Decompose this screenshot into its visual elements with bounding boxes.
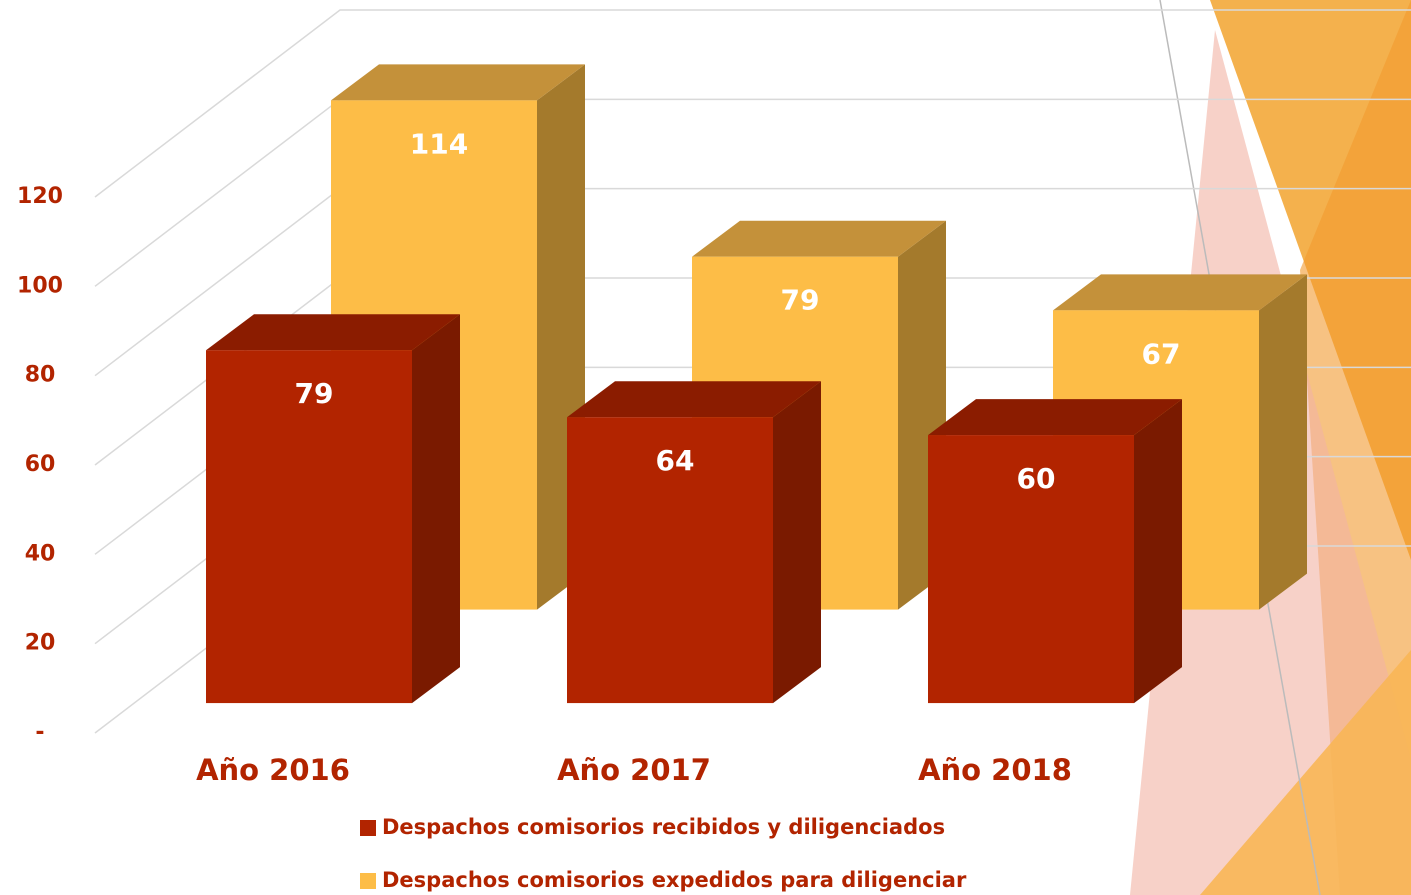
value-label: 60: [1017, 462, 1056, 495]
bar-side: [1259, 274, 1307, 610]
value-label: 79: [295, 377, 334, 410]
y-tick-label: 120: [17, 184, 63, 209]
y-tick-label: 80: [25, 363, 56, 388]
legend-label: Despachos comisorios recibidos y diligen…: [382, 815, 945, 839]
grid-line: [94, 9, 1411, 198]
legend-swatch: [360, 873, 376, 889]
x-tick-label: Año 2016: [196, 753, 350, 787]
x-tick-label: Año 2018: [918, 753, 1072, 787]
bar-side: [412, 314, 460, 704]
bar-top: [1053, 274, 1307, 311]
bar-top: [567, 381, 821, 418]
bar-top: [206, 314, 460, 351]
bar: [567, 381, 821, 704]
bar-front: [206, 350, 412, 704]
y-tick-label: 40: [25, 541, 56, 566]
value-label: 67: [1142, 337, 1181, 370]
value-label: 64: [656, 444, 695, 477]
value-label: 79: [781, 284, 820, 317]
x-tick-label: Año 2017: [557, 753, 711, 787]
y-tick-label: 20: [25, 631, 56, 656]
bar: [928, 399, 1182, 704]
y-tick-label: 60: [25, 452, 56, 477]
bar: [206, 314, 460, 704]
value-label: 114: [410, 127, 468, 160]
bar-top: [331, 64, 585, 101]
legend-swatch: [360, 820, 376, 836]
legend-label: Despachos comisorios expedidos para dili…: [382, 868, 967, 892]
y-tick-label: 100: [17, 273, 63, 298]
y-tick-label: -: [35, 720, 44, 745]
bar-side: [773, 381, 821, 704]
bar-side: [1134, 399, 1182, 704]
bar-front: [928, 435, 1134, 704]
bar-top: [928, 399, 1182, 436]
bar-front: [567, 417, 773, 704]
bar-top: [692, 220, 946, 257]
